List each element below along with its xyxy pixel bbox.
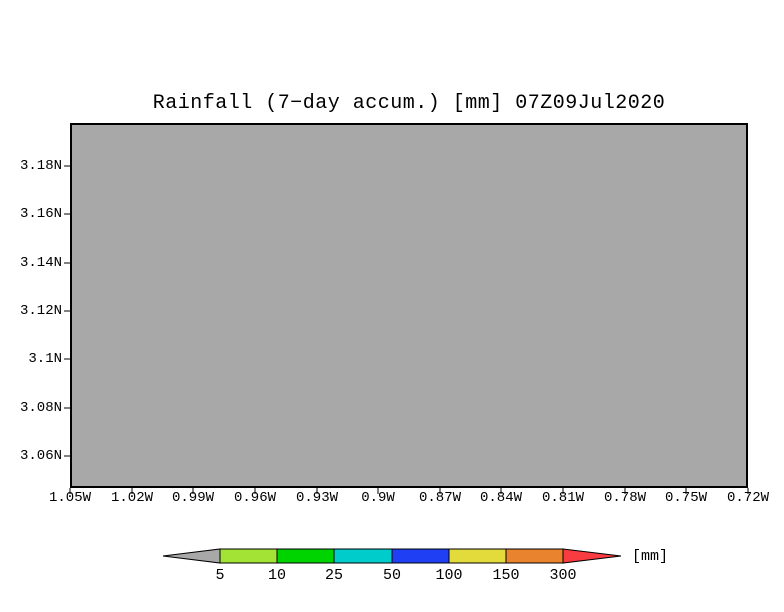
svg-text:50: 50: [383, 567, 401, 584]
svg-text:5: 5: [215, 567, 224, 584]
svg-text:100: 100: [435, 567, 462, 584]
svg-text:25: 25: [325, 567, 343, 584]
svg-text:300: 300: [549, 567, 576, 584]
svg-text:[mm]: [mm]: [632, 548, 668, 565]
svg-text:10: 10: [268, 567, 286, 584]
svg-text:150: 150: [492, 567, 519, 584]
